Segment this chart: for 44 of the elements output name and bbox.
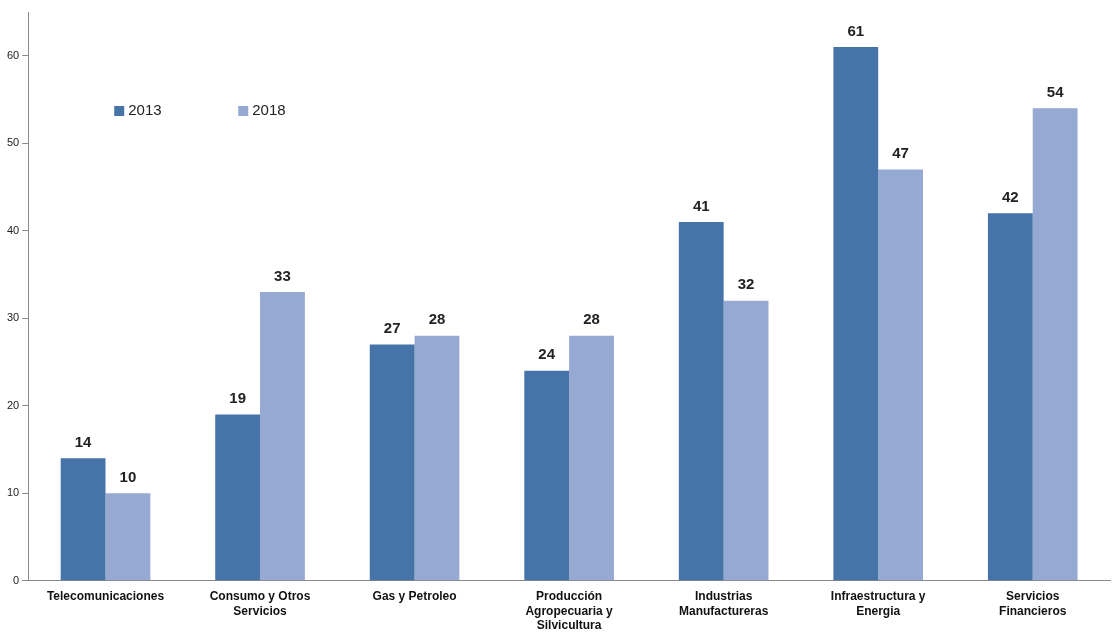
y-tick-label: 30 (6, 311, 20, 324)
bar (723, 300, 769, 581)
bar (369, 344, 415, 581)
bar (414, 335, 460, 581)
y-tick-label: 0 (13, 573, 20, 586)
data-label: 32 (737, 275, 755, 293)
bar (260, 292, 305, 581)
x-tick-label: Servicios Financieros (999, 589, 1067, 618)
y-tick-label: 50 (6, 136, 20, 149)
bar (833, 47, 879, 581)
data-label: 14 (74, 432, 93, 450)
data-label: 24 (538, 345, 556, 363)
data-label: 61 (847, 21, 865, 39)
bar (569, 335, 614, 581)
data-label: 41 (692, 196, 710, 214)
y-tick-label: 40 (6, 223, 20, 236)
y-tick-label: 20 (6, 398, 20, 411)
bar (678, 222, 724, 581)
data-label: 28 (583, 310, 600, 328)
x-tick-label: Telecomunicaciones (46, 589, 165, 604)
bar (215, 414, 261, 581)
data-label: 54 (1046, 82, 1065, 100)
data-label: 10 (119, 467, 137, 485)
x-tick-label: Gas y Petroleo (372, 589, 457, 604)
x-tick-label: Consumo y Otros Servicios (209, 589, 311, 618)
y-tick-label: 60 (6, 48, 20, 61)
y-tick-label: 10 (6, 486, 20, 499)
data-label: 27 (383, 319, 401, 337)
data-label: 42 (1001, 187, 1019, 205)
data-label: 47 (892, 144, 909, 162)
bar (878, 169, 924, 581)
bar (524, 370, 570, 581)
x-tick-label: Infraestructura y Energia (830, 589, 926, 618)
bar (987, 213, 1033, 581)
bar (1032, 108, 1078, 581)
x-tick-label: Industrias Manufactureras (678, 589, 769, 618)
bar (105, 493, 151, 581)
legend-label: 2013 (128, 101, 162, 119)
data-label: 33 (274, 266, 291, 284)
data-label: 19 (229, 389, 246, 407)
x-tick-label: Producción Agropecuaria y Silvicultura (525, 589, 614, 633)
bar (60, 458, 106, 581)
legend-label: 2018 (252, 101, 286, 119)
data-label: 28 (428, 310, 446, 328)
